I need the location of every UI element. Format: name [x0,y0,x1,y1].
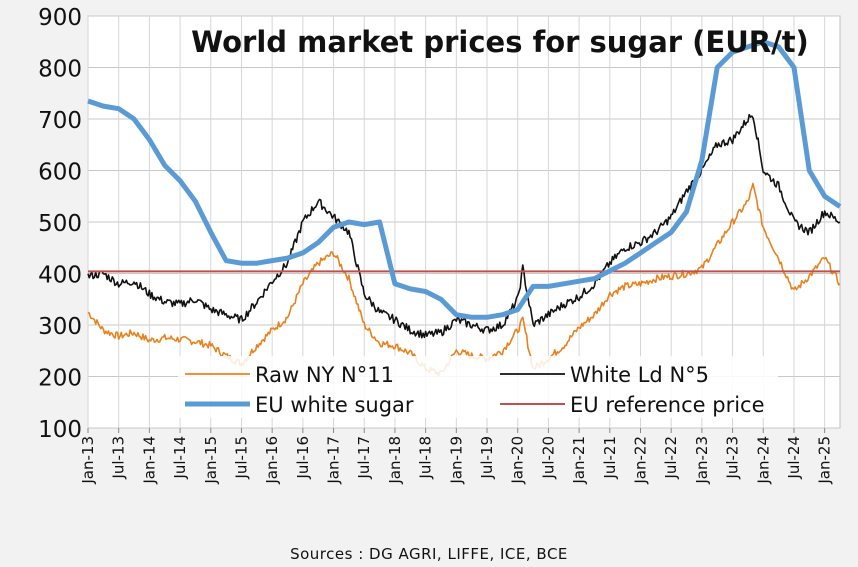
x-tick-label: Jan-14 [140,436,158,485]
x-tick-label: Jul-22 [662,436,680,480]
x-tick-label: Jul-14 [171,436,189,480]
x-tick-label: Jan-18 [386,436,404,485]
legend-item-eu-reference-price: EU reference price [500,393,765,417]
legend-background [178,356,778,418]
legend-item-white-ld5: White Ld N°5 [500,363,709,387]
x-tick-label: Jul-20 [539,436,557,480]
y-tick-label: 200 [38,366,82,392]
source-note: Sources : DG AGRI, LIFFE, ICE, BCE [290,545,568,563]
y-tick-label: 600 [38,160,82,186]
series-lines [87,39,842,377]
y-tick-label: 400 [38,263,82,289]
x-tick-label: Jul-19 [478,436,496,480]
x-tick-label: Jul-23 [724,436,742,480]
x-tick-label: Jan-16 [263,436,281,485]
x-tick-label: Jan-17 [325,436,343,485]
x-axis-ticks: Jan-13 Jul-13 Jan-14 Jul-14 Jan-15 Jul-15 Jan-… [79,428,834,485]
x-tick-label: Jul-21 [601,436,619,480]
x-tick-label: Jan-23 [693,436,711,485]
x-tick-label: Jan-25 [816,436,834,485]
legend-label: Raw NY N°11 [255,363,394,387]
x-tick-label: Jul-24 [785,436,803,480]
series-eu-white-sugar [87,39,842,320]
legend-label: White Ld N°5 [570,363,709,387]
gridlines [87,15,840,429]
legend-item-eu-white-sugar: EU white sugar [185,393,414,417]
x-tick-label: Jul-13 [110,436,128,480]
chart-title: World market prices for sugar (EUR/t) [191,25,809,59]
y-tick-label: 500 [38,211,82,237]
legend: Raw NY N°11 White Ld N°5 EU white sugar EU … [178,356,778,418]
y-tick-label: 700 [38,108,82,134]
series-raw-ny11 [87,182,841,377]
legend-label: EU reference price [570,393,765,417]
x-tick-label: Jan-24 [754,436,772,485]
x-tick-label: Jan-13 [79,436,97,485]
y-axis-ticks: 100 200 300 400 500 600 700 800 900 [38,5,82,443]
x-tick-label: Jul-18 [417,436,435,480]
x-tick-label: Jul-17 [355,436,373,480]
x-tick-label: Jan-19 [447,436,465,485]
y-tick-label: 100 [38,417,82,443]
x-tick-label: Jul-16 [294,436,312,480]
y-tick-label: 300 [38,314,82,340]
x-tick-label: Jan-15 [202,436,220,485]
legend-item-raw-ny11: Raw NY N°11 [185,363,394,387]
x-tick-label: Jan-20 [509,436,527,485]
y-tick-label: 900 [38,5,82,31]
x-tick-label: Jul-15 [232,436,250,480]
series-white-ld5 [87,113,841,339]
legend-label: EU white sugar [255,393,414,417]
x-tick-label: Jan-21 [570,436,588,485]
y-tick-label: 800 [38,57,82,83]
x-tick-label: Jan-22 [631,436,649,485]
